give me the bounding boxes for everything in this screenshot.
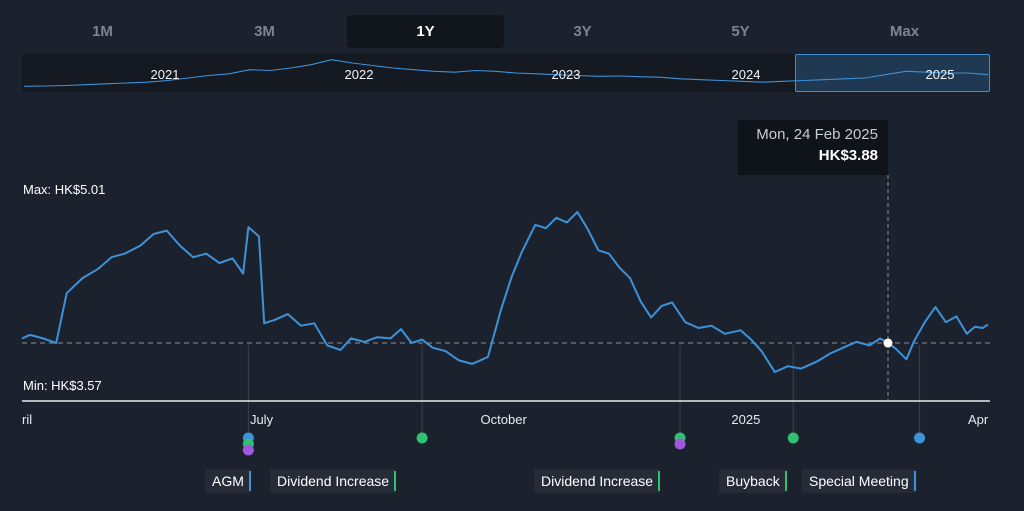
x-axis-ticks: ril July October 2025 Apr: [22, 412, 989, 427]
event-tag[interactable]: AGM: [205, 469, 251, 493]
event-tag[interactable]: Dividend Increase: [534, 469, 661, 493]
range-button-1y[interactable]: 1Y: [347, 15, 504, 48]
tooltip-date: Mon, 24 Feb 2025: [756, 126, 878, 143]
event-marker[interactable]: [416, 432, 428, 444]
navigator-year-2023: 2023: [551, 67, 581, 82]
range-button-max[interactable]: Max: [889, 23, 920, 40]
event-tag-color-bar: [658, 471, 661, 491]
event-marker[interactable]: [914, 432, 926, 444]
event-tag-label: Dividend Increase: [541, 473, 654, 489]
event-tag-color-bar: [913, 471, 916, 491]
x-tick-label: Apr: [968, 412, 989, 427]
min-price-label: Min: HK$3.57: [23, 378, 102, 393]
navigator-year-2024: 2024: [731, 67, 761, 82]
event-tag[interactable]: Buyback: [719, 469, 787, 493]
x-tick-label: 2025: [731, 412, 760, 427]
navigator-line: [23, 59, 989, 87]
hover-point: [883, 338, 893, 348]
event-tag-color-bar: [784, 471, 787, 491]
event-tag[interactable]: Dividend Increase: [270, 469, 397, 493]
event-markers: [242, 432, 926, 456]
event-marker[interactable]: [242, 444, 254, 456]
x-tick-label: July: [250, 412, 274, 427]
navigator-chart: [23, 59, 989, 87]
timeline-navigator[interactable]: 2021 2022 2023 2024 2025: [22, 54, 990, 92]
event-tag-label: Buyback: [726, 473, 780, 489]
x-tick-label: October: [481, 412, 528, 427]
event-tag-label: Special Meeting: [809, 473, 909, 489]
event-tag-color-bar: [394, 471, 397, 491]
navigator-year-2025: 2025: [925, 67, 955, 82]
range-button-3m[interactable]: 3M: [254, 23, 275, 40]
x-tick-label: ril: [22, 412, 32, 427]
range-selector: 1M 3M 1Y 3Y 5Y Max: [24, 15, 988, 48]
event-tag-color-bar: [248, 471, 251, 491]
navigator-year-2021: 2021: [150, 67, 180, 82]
price-tooltip: Mon, 24 Feb 2025 HK$3.88: [738, 120, 888, 175]
range-button-3y[interactable]: 3Y: [573, 23, 592, 40]
navigator-selection-window[interactable]: [795, 54, 990, 92]
tooltip-price: HK$3.88: [818, 147, 878, 164]
range-button-1m[interactable]: 1M: [92, 23, 113, 40]
event-guide-lines: [247, 345, 921, 435]
event-tag-label: AGM: [212, 473, 244, 489]
max-price-label: Max: HK$5.01: [23, 182, 106, 197]
price-line: [21, 211, 989, 373]
event-marker[interactable]: [674, 438, 686, 450]
navigator-year-2022: 2022: [344, 67, 374, 82]
event-tag[interactable]: Special Meeting: [802, 469, 916, 493]
range-button-5y[interactable]: 5Y: [731, 23, 750, 40]
event-marker[interactable]: [787, 432, 799, 444]
event-tag-label: Dividend Increase: [277, 473, 390, 489]
